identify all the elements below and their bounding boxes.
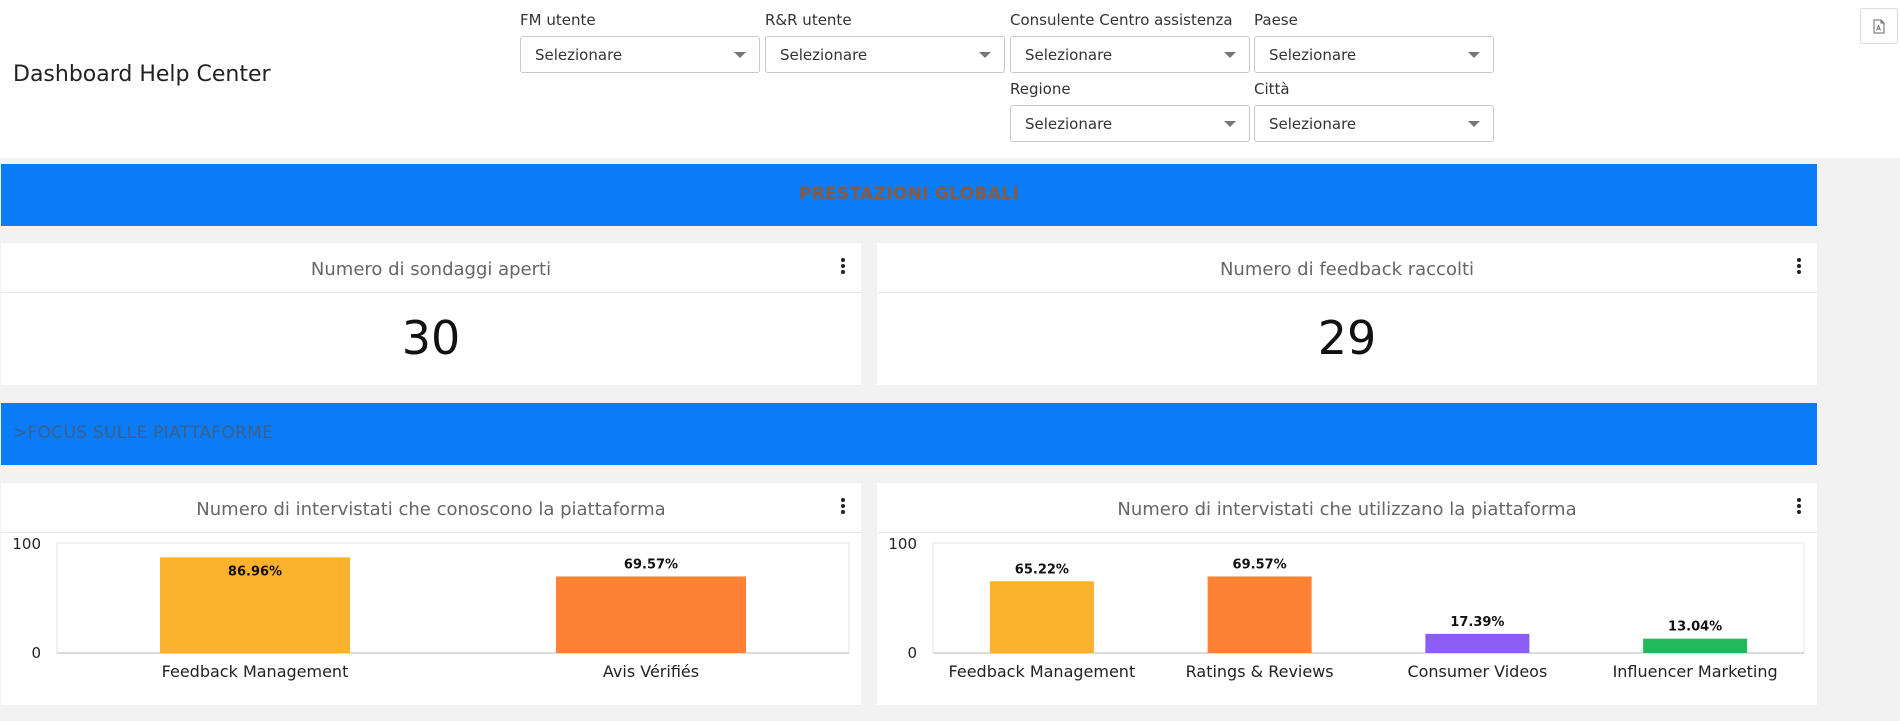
usage-bar-chart: 100 0 65.22% Feedback Management 69.57% Ratin… [888,535,1805,681]
kpi-card-surveys: Numero di sondaggi aperti 30 [1,243,861,385]
chevron-down-icon [1468,121,1480,127]
section-title: >FOCUS SULLE PIATTAFORME [13,423,274,443]
x-tick-label: Consumer Videos [1407,662,1547,681]
x-tick-label: Feedback Management [162,662,349,681]
chevron-down-icon [734,52,746,58]
citta-select[interactable]: Selezionare [1254,105,1494,142]
y-tick-label: 100 [12,535,41,553]
data-label: 17.39% [1450,615,1504,630]
fm-utente-select[interactable]: Selezionare [520,36,760,73]
x-tick-label: Feedback Management [949,662,1136,681]
consulente-select[interactable]: Selezionare [1010,36,1250,73]
data-label: 69.57% [624,557,678,572]
data-label: 65.22% [1015,562,1069,577]
chart-title: Numero di intervistati che conoscono la … [196,499,666,520]
data-label: 13.04% [1668,620,1722,635]
more-options-icon[interactable] [839,498,847,516]
bar [1425,633,1530,653]
bar [989,581,1094,653]
section-title: PRESTAZIONI GLOBALI [798,184,1020,204]
section-header-platforms: >FOCUS SULLE PIATTAFORME [1,403,1817,465]
y-tick-label: 100 [888,535,917,553]
chevron-down-icon [1224,121,1236,127]
filter-label: Città [1254,80,1290,98]
select-value: Selezionare [1025,46,1113,64]
paese-select[interactable]: Selezionare [1254,36,1494,73]
pdf-export-button[interactable] [1860,8,1898,44]
page-title: Dashboard Help Center [13,62,271,87]
card-title: Numero di feedback raccolti [1219,259,1475,280]
filter-rr-utente: R&R utente Selezionare [765,10,1005,73]
section-header-global: PRESTAZIONI GLOBALI [1,164,1817,226]
data-label: 69.57% [1233,557,1287,572]
bar [556,576,746,653]
kpi-card-feedback: Numero di feedback raccolti 29 [877,243,1817,385]
filter-citta: Città Selezionare [1254,79,1494,142]
regione-select[interactable]: Selezionare [1010,105,1250,142]
filter-label: Regione [1010,80,1071,98]
chart-title: Numero di intervistati che utilizzano la… [1117,499,1577,520]
select-value: Selezionare [1025,115,1113,133]
filter-regione: Regione Selezionare [1010,79,1250,142]
filter-label: FM utente [520,11,596,29]
more-options-icon[interactable] [1795,498,1803,516]
kpi-value: 30 [401,311,461,365]
filter-paese: Paese Selezionare [1254,10,1494,73]
y-tick-label: 0 [907,644,917,662]
more-options-icon[interactable] [839,258,847,276]
card-header: Numero di intervistati che utilizzano la… [877,483,1817,533]
bar [160,557,350,653]
pdf-export-icon [1873,19,1885,33]
chart-card-usage: Numero di intervistati che utilizzano la… [877,483,1817,705]
filter-fm-utente: FM utente Selezionare [520,10,760,73]
filter-consulente: Consulente Centro assistenza Selezionare [1010,10,1250,73]
card-header: Numero di sondaggi aperti [1,243,861,293]
filter-label: Paese [1254,11,1298,29]
card-header: Numero di intervistati che conoscono la … [1,483,861,533]
select-value: Selezionare [1269,115,1357,133]
select-value: Selezionare [1269,46,1357,64]
kpi-value: 29 [1317,311,1377,365]
filter-label: Consulente Centro assistenza [1010,11,1233,29]
x-tick-label: Influencer Marketing [1613,662,1778,681]
filter-label: R&R utente [765,11,852,29]
bar [1643,638,1748,653]
select-value: Selezionare [535,46,623,64]
chevron-down-icon [979,52,991,58]
rr-utente-select[interactable]: Selezionare [765,36,1005,73]
select-value: Selezionare [780,46,868,64]
y-tick-label: 0 [31,644,41,662]
chevron-down-icon [1468,52,1480,58]
card-title: Numero di sondaggi aperti [310,259,552,280]
chart-card-awareness: Numero di intervistati che conoscono la … [1,483,861,705]
data-label: 86.96% [228,564,282,579]
awareness-bar-chart: 100 0 86.96% Feedback Management 69.57% Avis … [12,535,850,681]
bar [1207,576,1312,653]
header: Dashboard Help Center FM utente Selezion… [0,0,1900,158]
x-tick-label: Ratings & Reviews [1186,662,1334,681]
more-options-icon[interactable] [1795,258,1803,276]
x-tick-label: Avis Vérifiés [603,662,699,681]
chevron-down-icon [1224,52,1236,58]
card-header: Numero di feedback raccolti [877,243,1817,293]
